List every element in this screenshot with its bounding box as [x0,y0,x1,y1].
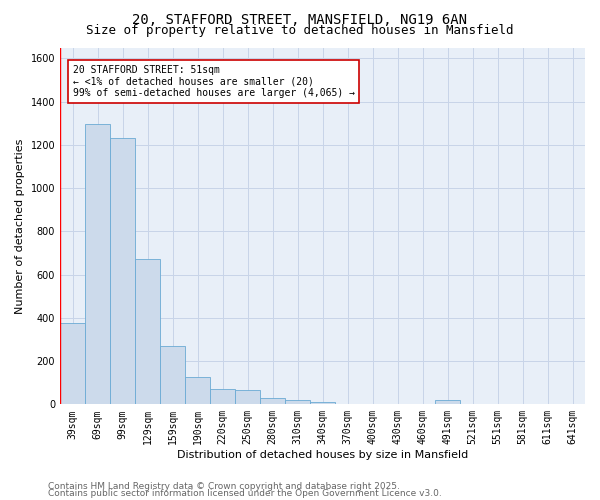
Bar [110,138,135,404]
Bar [60,323,85,404]
Bar [135,260,160,404]
Text: 20 STAFFORD STREET: 51sqm
← <1% of detached houses are smaller (20)
99% of semi-: 20 STAFFORD STREET: 51sqm ← <1% of detac… [73,65,355,98]
Bar [310,402,335,404]
Text: Size of property relative to detached houses in Mansfield: Size of property relative to detached ho… [86,24,514,37]
X-axis label: Distribution of detached houses by size in Mansfield: Distribution of detached houses by size … [177,450,468,460]
Text: 20, STAFFORD STREET, MANSFIELD, NG19 6AN: 20, STAFFORD STREET, MANSFIELD, NG19 6AN [133,12,467,26]
Bar [85,124,110,404]
Bar [435,400,460,404]
Y-axis label: Number of detached properties: Number of detached properties [15,138,25,314]
Bar [210,389,235,404]
Bar [235,390,260,404]
Bar [185,378,210,404]
Text: Contains HM Land Registry data © Crown copyright and database right 2025.: Contains HM Land Registry data © Crown c… [48,482,400,491]
Text: Contains public sector information licensed under the Open Government Licence v3: Contains public sector information licen… [48,490,442,498]
Bar [285,400,310,404]
Bar [160,346,185,405]
Bar [260,398,285,404]
